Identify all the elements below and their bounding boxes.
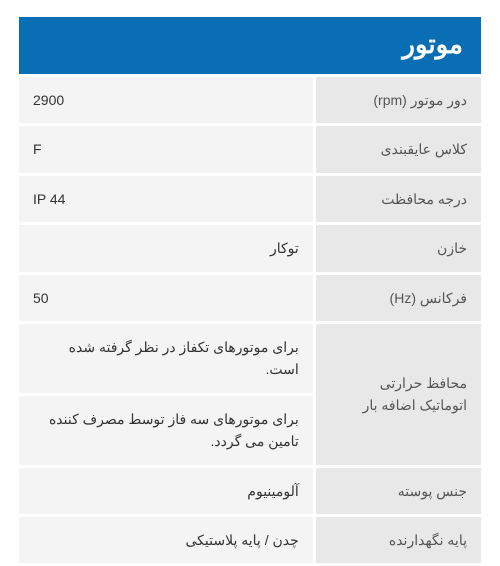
spec-value: 2900 bbox=[19, 77, 313, 123]
table-row: خازن توکار bbox=[19, 225, 481, 271]
motor-spec-table: موتور دور موتور (rpm) 2900 کلاس عایقبندی… bbox=[16, 14, 484, 566]
table-row: پایه نگهدارنده چدن / پایه پلاستیکی bbox=[19, 517, 481, 563]
spec-value: آلومینیوم bbox=[19, 468, 313, 514]
spec-label: دور موتور (rpm) bbox=[316, 77, 481, 123]
spec-label: درجه محافظت bbox=[316, 176, 481, 222]
spec-label: کلاس عایقبندی bbox=[316, 126, 481, 172]
table-row: دور موتور (rpm) 2900 bbox=[19, 77, 481, 123]
table-title: موتور bbox=[19, 17, 481, 74]
spec-label: فرکانس (Hz) bbox=[316, 275, 481, 321]
spec-label: جنس پوسته bbox=[316, 468, 481, 514]
table-header-row: موتور bbox=[19, 17, 481, 74]
table-row: محافظ حرارتی اتوماتیک اضافه بار برای موت… bbox=[19, 324, 481, 393]
spec-label: پایه نگهدارنده bbox=[316, 517, 481, 563]
table-row: درجه محافظت IP 44 bbox=[19, 176, 481, 222]
spec-label: خازن bbox=[316, 225, 481, 271]
spec-value: F bbox=[19, 126, 313, 172]
table-row: فرکانس (Hz) 50 bbox=[19, 275, 481, 321]
table-row: کلاس عایقبندی F bbox=[19, 126, 481, 172]
table-row: جنس پوسته آلومینیوم bbox=[19, 468, 481, 514]
spec-value: برای موتورهای تکفاز در نظر گرفته شده است… bbox=[19, 324, 313, 393]
spec-label: محافظ حرارتی اتوماتیک اضافه بار bbox=[316, 324, 481, 465]
spec-value: برای موتورهای سه فاز توسط مصرف کننده تام… bbox=[19, 396, 313, 465]
spec-value: 50 bbox=[19, 275, 313, 321]
spec-value: IP 44 bbox=[19, 176, 313, 222]
spec-value: چدن / پایه پلاستیکی bbox=[19, 517, 313, 563]
spec-value: توکار bbox=[19, 225, 313, 271]
